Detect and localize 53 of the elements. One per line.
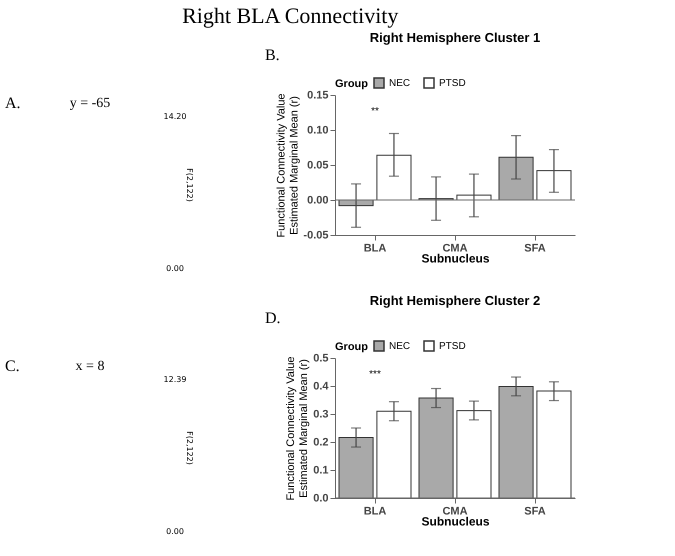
chart-title: Right Hemisphere Cluster 2 bbox=[370, 293, 540, 308]
text: 12.39 bbox=[164, 375, 186, 384]
y-tick-label: 0.1 bbox=[313, 464, 328, 476]
x-tick-label: CMA bbox=[442, 242, 468, 254]
text: F(2,122) bbox=[185, 431, 194, 465]
legend-label: NEC bbox=[389, 78, 410, 89]
legend-label: NEC bbox=[389, 341, 410, 352]
y-tick-label: 0.5 bbox=[313, 352, 328, 364]
y-tick-label: -0.05 bbox=[303, 230, 328, 242]
x-tick-label: SFA bbox=[524, 242, 546, 254]
text: C. bbox=[5, 358, 20, 375]
bar bbox=[498, 156, 534, 200]
text: y = -65 bbox=[70, 96, 110, 111]
x-tick-label: SFA bbox=[524, 506, 546, 518]
bar bbox=[536, 170, 572, 200]
y-tick-label: 0.05 bbox=[307, 160, 328, 172]
text: Right BLA Connectivity bbox=[182, 3, 398, 28]
bar bbox=[376, 410, 412, 498]
bar bbox=[456, 410, 492, 498]
bar bbox=[498, 386, 534, 498]
text: 0.00 bbox=[166, 527, 184, 536]
y-tick-label: 0.3 bbox=[313, 408, 328, 420]
annotation: ** bbox=[371, 106, 379, 117]
bar bbox=[376, 154, 412, 200]
bar bbox=[418, 398, 454, 498]
text: A. bbox=[5, 95, 21, 112]
text: 14.20 bbox=[164, 112, 186, 121]
text: x = 8 bbox=[76, 359, 104, 374]
bar bbox=[536, 390, 572, 498]
legend-title: Group bbox=[335, 78, 368, 90]
y-tick-label: 0.0 bbox=[313, 492, 328, 504]
x-tick-label: BLA bbox=[364, 506, 386, 518]
y-tick-label: 0.2 bbox=[313, 436, 328, 448]
y-tick-label: 0.15 bbox=[307, 90, 328, 102]
chart-title: Right Hemisphere Cluster 1 bbox=[370, 30, 540, 45]
x-axis-title: Subnucleus bbox=[421, 514, 490, 528]
legend-title: Group bbox=[335, 341, 368, 353]
legend-label: PTSD bbox=[439, 78, 466, 89]
x-tick-label: BLA bbox=[364, 242, 386, 254]
text: F(2,122) bbox=[185, 168, 194, 202]
y-axis-title: Functional Connectivity Value Estimated Marginal Mean (r) bbox=[285, 356, 310, 501]
text: 0.00 bbox=[166, 264, 184, 273]
y-tick-label: 0.10 bbox=[307, 124, 328, 136]
text: D. bbox=[265, 310, 281, 327]
x-axis-title: Subnucleus bbox=[421, 252, 490, 266]
y-tick-label: 0.00 bbox=[307, 194, 328, 206]
y-tick-label: 0.4 bbox=[313, 380, 330, 392]
x-tick-label: CMA bbox=[442, 506, 468, 518]
bar bbox=[338, 437, 374, 498]
text: B. bbox=[265, 47, 280, 64]
y-axis-title: Functional Connectivity Value Estimated Marginal Mean (r) bbox=[275, 93, 300, 238]
legend-label: PTSD bbox=[439, 341, 466, 352]
annotation: *** bbox=[369, 369, 381, 380]
